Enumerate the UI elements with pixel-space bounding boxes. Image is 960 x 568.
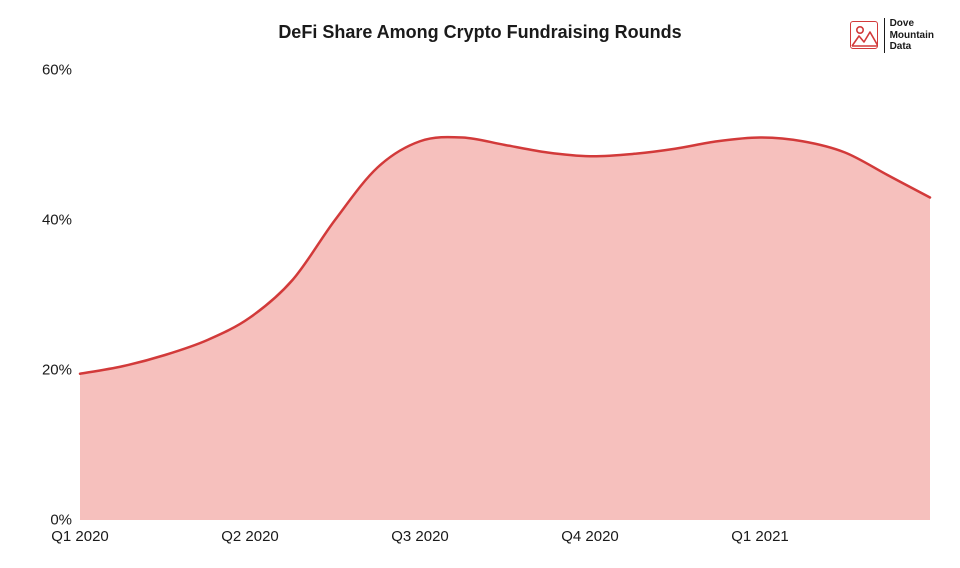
x-axis-tick: Q1 2021 — [731, 520, 789, 545]
area-fill — [80, 137, 930, 520]
brand-logo: Dove Mountain Data — [850, 18, 934, 53]
brand-line: Mountain — [890, 30, 934, 42]
brand-line: Data — [890, 41, 934, 53]
plot-area: 0%20%40%60%Q1 2020Q2 2020Q3 2020Q4 2020Q… — [80, 70, 930, 520]
brand-line: Dove — [890, 18, 934, 30]
mountain-icon — [850, 21, 878, 49]
chart-title: DeFi Share Among Crypto Fundraising Roun… — [0, 22, 960, 43]
x-axis-tick: Q2 2020 — [221, 520, 279, 545]
y-axis-tick: 60% — [42, 62, 80, 79]
area-chart-svg — [80, 70, 930, 520]
x-axis-tick: Q4 2020 — [561, 520, 619, 545]
x-axis-tick: Q1 2020 — [51, 520, 109, 545]
chart-container: DeFi Share Among Crypto Fundraising Roun… — [0, 0, 960, 568]
y-axis-tick: 20% — [42, 362, 80, 379]
x-axis-tick: Q3 2020 — [391, 520, 449, 545]
y-axis-tick: 40% — [42, 212, 80, 229]
brand-name: Dove Mountain Data — [884, 18, 934, 53]
